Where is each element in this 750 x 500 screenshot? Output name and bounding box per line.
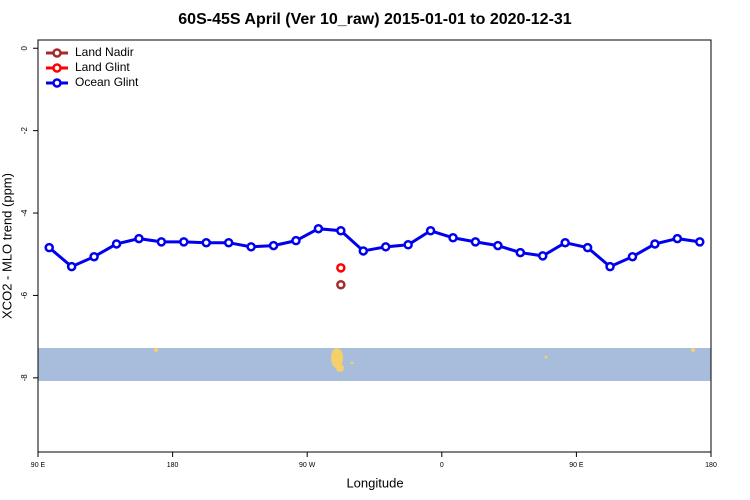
land xyxy=(691,348,695,352)
y-tick-label: -6 xyxy=(20,291,29,299)
data-point xyxy=(44,242,54,253)
x-tick-label: 180 xyxy=(167,462,179,469)
legend-label: Land Glint xyxy=(75,60,130,74)
data-point xyxy=(336,263,346,273)
data-point xyxy=(358,246,369,256)
land xyxy=(154,348,158,352)
ocean-band xyxy=(38,348,711,381)
land xyxy=(331,348,343,368)
y-tick-label: -4 xyxy=(20,209,29,217)
data-point xyxy=(89,251,99,262)
y-axis-label: XCO2 - MLO trend (ppm) xyxy=(0,173,14,319)
data-point xyxy=(448,233,458,243)
data-point xyxy=(560,237,570,248)
legend-marker xyxy=(52,78,62,88)
data-point xyxy=(134,233,144,244)
chart-title: 60S-45S April (Ver 10_raw) 2015-01-01 to… xyxy=(178,11,572,28)
map-band xyxy=(38,348,711,381)
y-tick-label: 0 xyxy=(20,45,29,50)
data-point xyxy=(313,223,324,234)
data-point xyxy=(223,237,234,248)
series-line xyxy=(48,227,701,269)
land xyxy=(544,355,548,359)
data-point xyxy=(627,251,638,262)
data-point xyxy=(201,237,211,248)
data-point xyxy=(380,242,391,252)
land xyxy=(336,364,344,372)
y-tick-label: -2 xyxy=(20,127,29,135)
plot-frame xyxy=(37,39,712,453)
data-point xyxy=(605,261,615,272)
data-point xyxy=(179,237,189,247)
legend-marker xyxy=(52,48,62,58)
data-point xyxy=(403,240,413,250)
x-tick-label: 90 E xyxy=(569,462,584,469)
x-tick-label: 90 W xyxy=(299,462,316,469)
x-tick-label: 0 xyxy=(440,462,444,469)
data-point xyxy=(336,226,346,236)
legend-label: Ocean Glint xyxy=(75,75,139,89)
data-point xyxy=(650,239,660,249)
legend-marker xyxy=(52,63,62,73)
land xyxy=(350,362,354,364)
data-point xyxy=(493,240,503,251)
x-tick-label: 180 xyxy=(705,462,717,469)
y-tick-label: -8 xyxy=(20,374,29,382)
data-point xyxy=(672,233,683,244)
x-tick-label: 90 E xyxy=(31,462,46,469)
data-point xyxy=(246,242,256,252)
data-point xyxy=(470,237,481,247)
data-point xyxy=(111,239,122,249)
data-point xyxy=(425,226,436,236)
x-axis-label: Longitude xyxy=(346,475,403,490)
data-point xyxy=(66,261,77,272)
data-point xyxy=(695,237,705,247)
legend-label: Land Nadir xyxy=(75,45,134,59)
data-point xyxy=(515,247,526,258)
data-point xyxy=(156,237,167,247)
data-point xyxy=(582,242,593,253)
data-point xyxy=(336,279,346,290)
data-point xyxy=(291,235,301,246)
data-point xyxy=(538,251,548,261)
data-point xyxy=(268,240,279,251)
